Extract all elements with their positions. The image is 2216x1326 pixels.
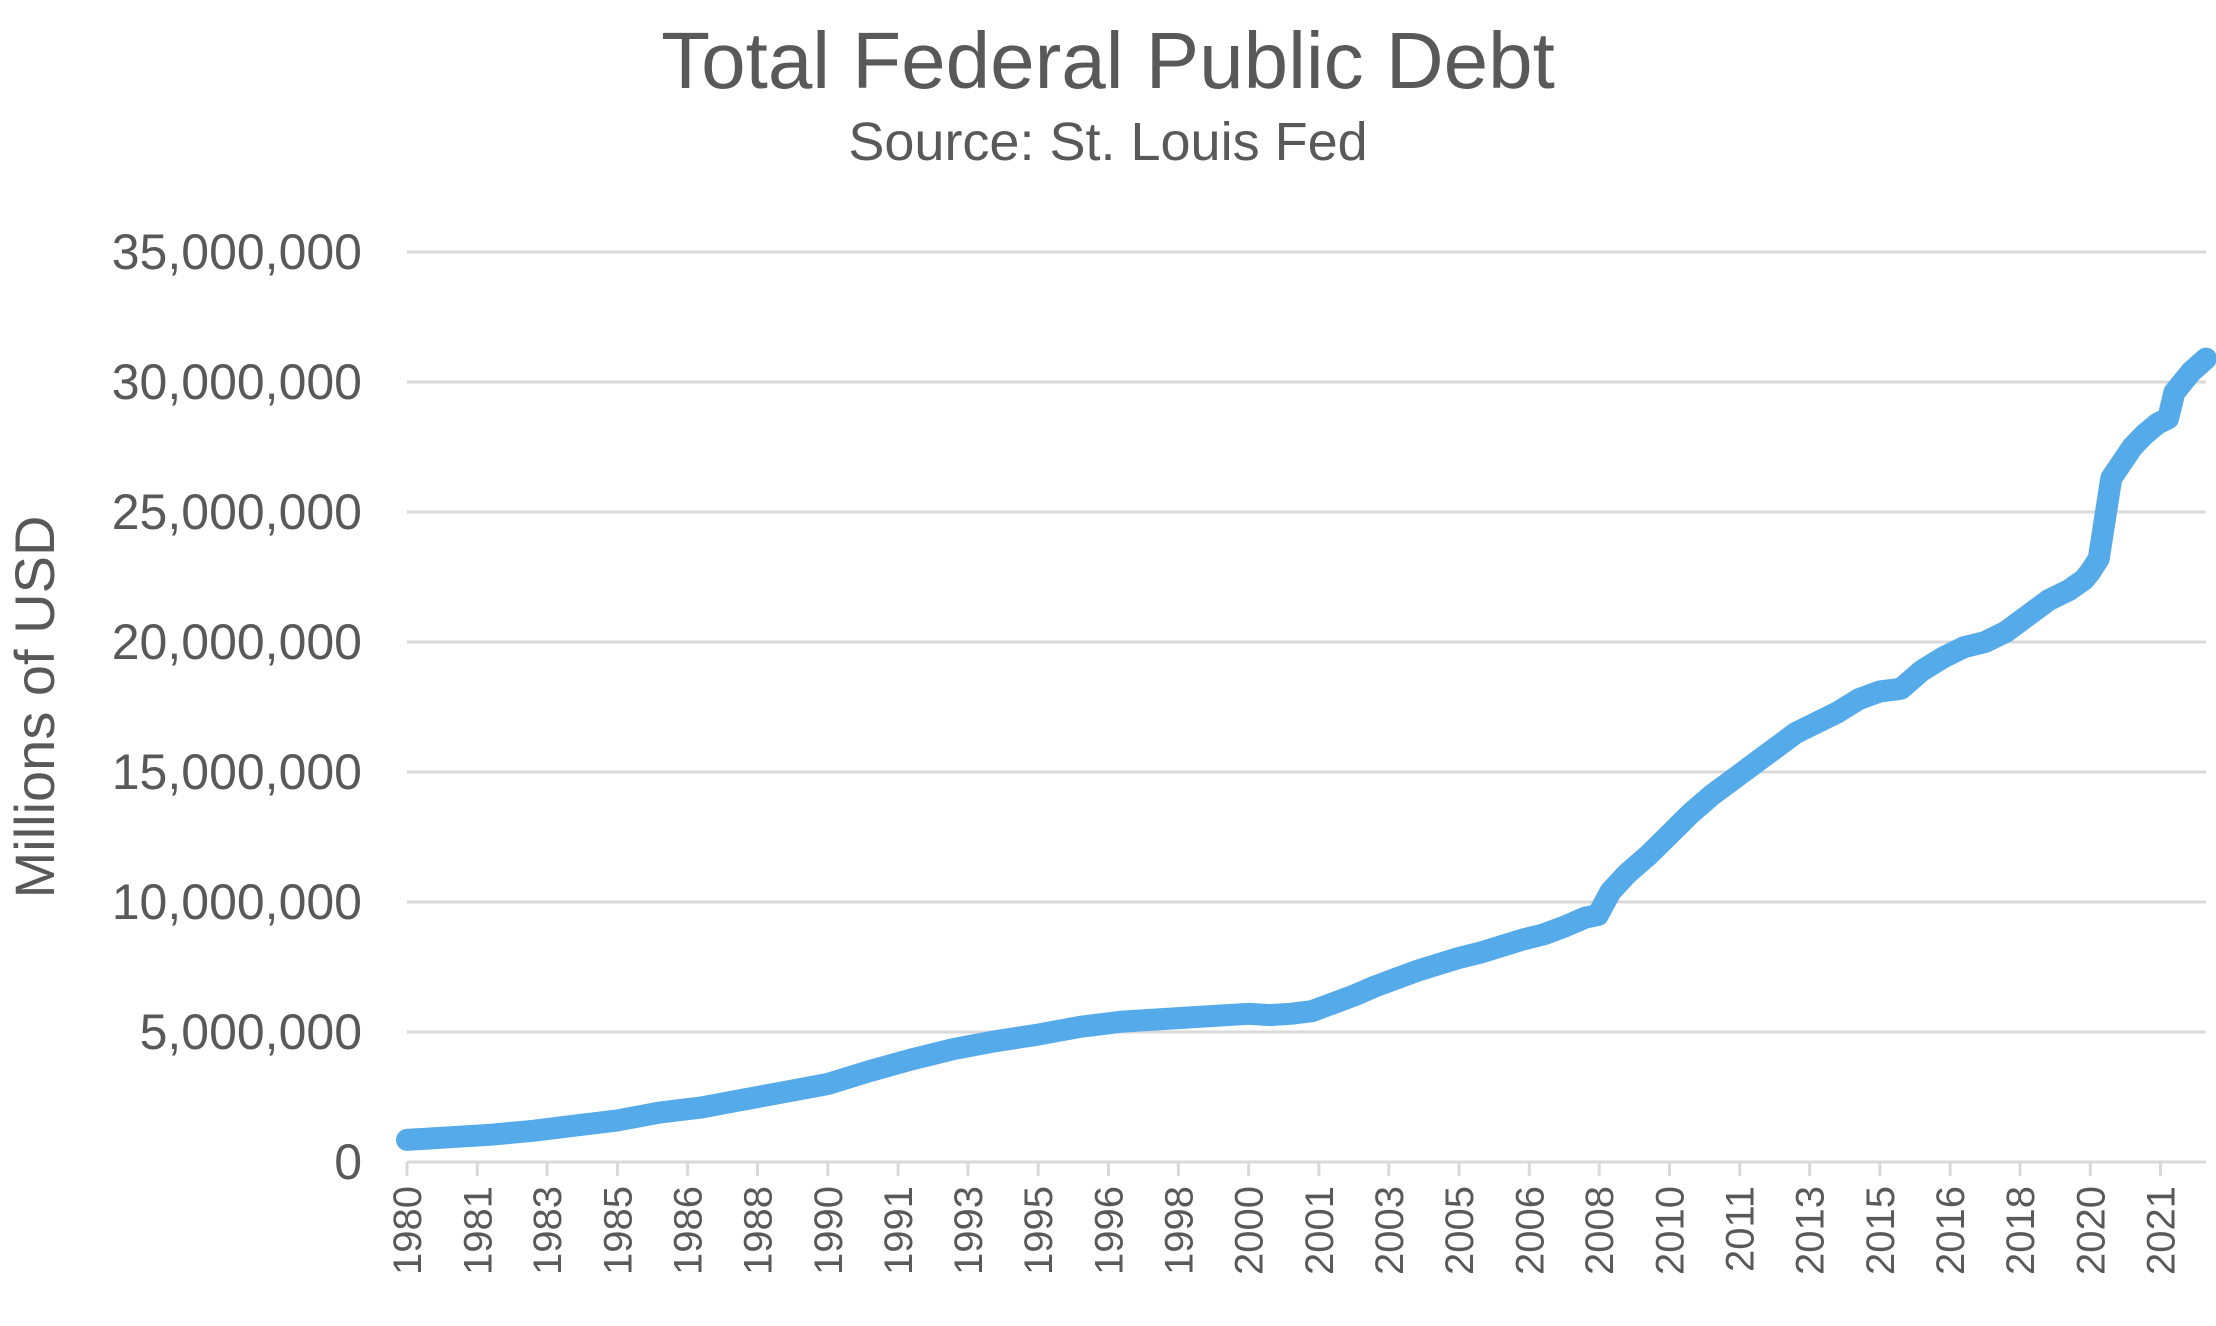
x-tick-label: 2011 xyxy=(1719,1186,1763,1272)
x-tick-label: 2005 xyxy=(1438,1186,1482,1275)
x-tick-label: 2001 xyxy=(1298,1186,1342,1275)
x-tick-label: 1991 xyxy=(877,1186,921,1275)
x-tick-label: 1996 xyxy=(1088,1186,1132,1275)
y-tick-label: 30,000,000 xyxy=(112,354,362,410)
x-axis-ticks: 1980 1981 1983 1985 1986 1988 1990 1991 1993 1995… xyxy=(386,1162,2184,1275)
x-tick-label: 2016 xyxy=(1929,1186,1973,1275)
y-tick-label: 15,000,000 xyxy=(112,744,362,800)
x-tick-label: 2000 xyxy=(1228,1186,1272,1275)
x-tick-label: 2020 xyxy=(2069,1186,2113,1275)
x-tick-label: 2013 xyxy=(1789,1186,1833,1275)
y-tick-label: 20,000,000 xyxy=(112,614,362,670)
x-tick-label: 2018 xyxy=(1999,1186,2043,1275)
y-tick-label: 5,000,000 xyxy=(140,1004,362,1060)
x-tick-label: 2021 xyxy=(2140,1186,2184,1275)
y-axis-label: Millions of USD xyxy=(3,516,66,899)
x-tick-label: 1980 xyxy=(386,1186,430,1275)
x-tick-label: 1998 xyxy=(1157,1186,1201,1275)
y-axis-ticks: 0 5,000,000 10,000,000 15,000,000 20,000,000… xyxy=(112,224,362,1190)
series xyxy=(396,347,2216,1151)
y-tick-label: 25,000,000 xyxy=(112,484,362,540)
x-tick-label: 1983 xyxy=(526,1186,570,1275)
x-tick-label: 2008 xyxy=(1578,1186,1622,1275)
x-tick-label: 1986 xyxy=(667,1186,711,1275)
chart-title: Total Federal Public Debt xyxy=(661,16,1555,105)
y-tick-label: 10,000,000 xyxy=(112,874,362,930)
x-tick-label: 1985 xyxy=(596,1186,640,1275)
x-tick-label: 1995 xyxy=(1017,1186,1061,1275)
x-tick-label: 2015 xyxy=(1859,1186,1903,1275)
x-tick-label: 2010 xyxy=(1648,1186,1692,1275)
x-tick-label: 1981 xyxy=(456,1186,500,1275)
x-tick-label: 1990 xyxy=(807,1186,851,1275)
x-tick-label: 2003 xyxy=(1368,1186,1412,1275)
chart-subtitle: Source: St. Louis Fed xyxy=(848,112,1367,172)
series-line xyxy=(396,347,2216,1151)
y-tick-label: 0 xyxy=(334,1134,362,1190)
gridlines xyxy=(407,250,2206,1034)
y-tick-label: 35,000,000 xyxy=(112,224,362,280)
x-tick-label: 2006 xyxy=(1508,1186,1552,1275)
x-tick-label: 1993 xyxy=(947,1186,991,1275)
x-tick-label: 1988 xyxy=(737,1186,781,1275)
